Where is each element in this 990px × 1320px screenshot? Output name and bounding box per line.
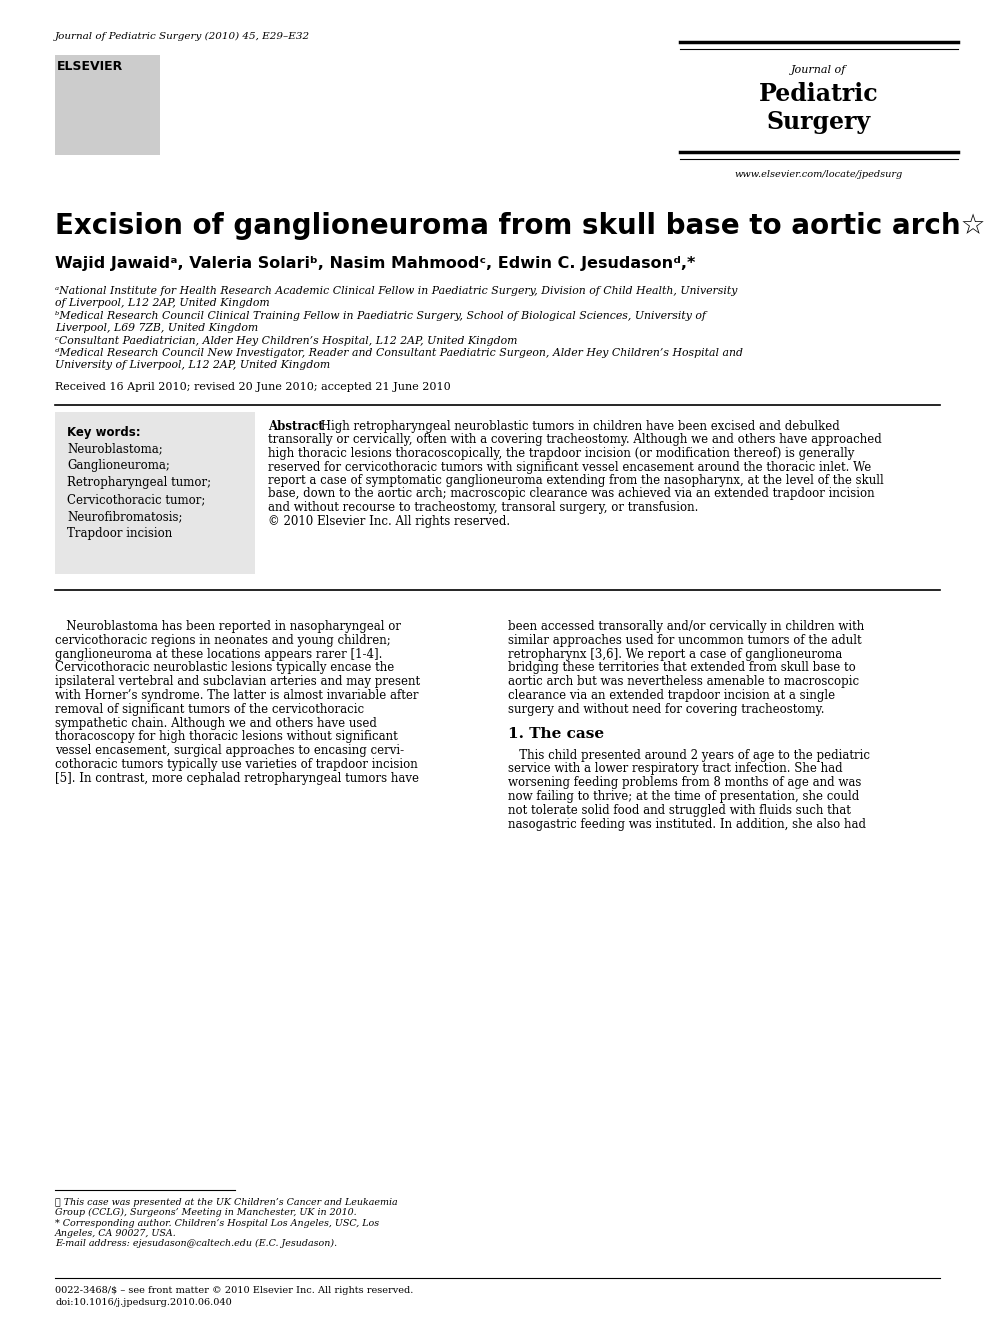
Text: Journal of Pediatric Surgery (2010) 45, E29–E32: Journal of Pediatric Surgery (2010) 45, …: [55, 32, 310, 41]
Text: © 2010 Elsevier Inc. All rights reserved.: © 2010 Elsevier Inc. All rights reserved…: [268, 515, 510, 528]
Text: [5]. In contrast, more cephalad retropharyngeal tumors have: [5]. In contrast, more cephalad retropha…: [55, 772, 419, 785]
Text: ELSEVIER: ELSEVIER: [57, 59, 123, 73]
Text: E-mail address: ejesudason@caltech.edu (E.C. Jesudason).: E-mail address: ejesudason@caltech.edu (…: [55, 1239, 338, 1249]
Text: 1. The case: 1. The case: [508, 726, 604, 741]
Text: ᶜConsultant Paediatrician, Alder Hey Children’s Hospital, L12 2AP, United Kingdo: ᶜConsultant Paediatrician, Alder Hey Chi…: [55, 337, 518, 346]
Text: ᵇMedical Research Council Clinical Training Fellow in Paediatric Surgery, School: ᵇMedical Research Council Clinical Train…: [55, 312, 706, 321]
Text: similar approaches used for uncommon tumors of the adult: similar approaches used for uncommon tum…: [508, 634, 861, 647]
Text: Abstract: Abstract: [268, 420, 324, 433]
Text: doi:10.1016/j.jpedsurg.2010.06.040: doi:10.1016/j.jpedsurg.2010.06.040: [55, 1298, 232, 1307]
Text: reserved for cervicothoracic tumors with significant vessel encasement around th: reserved for cervicothoracic tumors with…: [268, 461, 871, 474]
Text: Key words:: Key words:: [67, 426, 141, 440]
Text: base, down to the aortic arch; macroscopic clearance was achieved via an extende: base, down to the aortic arch; macroscop…: [268, 487, 874, 500]
Text: clearance via an extended trapdoor incision at a single: clearance via an extended trapdoor incis…: [508, 689, 836, 702]
Text: ipsilateral vertebral and subclavian arteries and may present: ipsilateral vertebral and subclavian art…: [55, 676, 420, 688]
Text: Cervicothoracic tumor;: Cervicothoracic tumor;: [67, 492, 205, 506]
Text: bridging these territories that extended from skull base to: bridging these territories that extended…: [508, 661, 855, 675]
Text: worsening feeding problems from 8 months of age and was: worsening feeding problems from 8 months…: [508, 776, 861, 789]
Text: removal of significant tumors of the cervicothoracic: removal of significant tumors of the cer…: [55, 702, 364, 715]
Text: Group (CCLG), Surgeons’ Meeting in Manchester, UK in 2010.: Group (CCLG), Surgeons’ Meeting in Manch…: [55, 1208, 356, 1217]
Text: This child presented around 2 years of age to the pediatric: This child presented around 2 years of a…: [508, 748, 870, 762]
FancyBboxPatch shape: [55, 55, 160, 154]
Text: retropharynx [3,6]. We report a case of ganglioneuroma: retropharynx [3,6]. We report a case of …: [508, 648, 842, 660]
Text: Neuroblastoma;: Neuroblastoma;: [67, 442, 162, 455]
Text: not tolerate solid food and struggled with fluids such that: not tolerate solid food and struggled wi…: [508, 804, 850, 817]
Text: ganglioneuroma at these locations appears rarer [1-4].: ganglioneuroma at these locations appear…: [55, 648, 382, 660]
Text: Ganglioneuroma;: Ganglioneuroma;: [67, 459, 170, 473]
Text: ᵈMedical Research Council New Investigator, Reader and Consultant Paediatric Sur: ᵈMedical Research Council New Investigat…: [55, 348, 743, 358]
Text: Cervicothoracic neuroblastic lesions typically encase the: Cervicothoracic neuroblastic lesions typ…: [55, 661, 394, 675]
Text: report a case of symptomatic ganglioneuroma extending from the nasopharynx, at t: report a case of symptomatic ganglioneur…: [268, 474, 884, 487]
Text: Received 16 April 2010; revised 20 June 2010; accepted 21 June 2010: Received 16 April 2010; revised 20 June …: [55, 381, 450, 392]
Text: service with a lower respiratory tract infection. She had: service with a lower respiratory tract i…: [508, 763, 842, 775]
Text: vessel encasement, surgical approaches to encasing cervi-: vessel encasement, surgical approaches t…: [55, 744, 404, 758]
Text: Angeles, CA 90027, USA.: Angeles, CA 90027, USA.: [55, 1229, 177, 1238]
Text: Pediatric: Pediatric: [759, 82, 879, 106]
Text: ᵃNational Institute for Health Research Academic Clinical Fellow in Paediatric S: ᵃNational Institute for Health Research …: [55, 286, 738, 296]
Text: Journal of: Journal of: [791, 65, 846, 75]
Text: nasogastric feeding was instituted. In addition, she also had: nasogastric feeding was instituted. In a…: [508, 817, 866, 830]
Text: Neurofibromatosis;: Neurofibromatosis;: [67, 510, 182, 523]
Text: and without recourse to tracheostomy, transoral surgery, or transfusion.: and without recourse to tracheostomy, tr…: [268, 502, 698, 513]
Text: Neuroblastoma has been reported in nasopharyngeal or: Neuroblastoma has been reported in nasop…: [55, 620, 401, 634]
Text: * Corresponding author. Children’s Hospital Los Angeles, USC, Los: * Corresponding author. Children’s Hospi…: [55, 1218, 379, 1228]
Text: Retropharyngeal tumor;: Retropharyngeal tumor;: [67, 477, 211, 488]
Text: surgery and without need for covering tracheostomy.: surgery and without need for covering tr…: [508, 702, 825, 715]
Text: with Horner’s syndrome. The latter is almost invariable after: with Horner’s syndrome. The latter is al…: [55, 689, 419, 702]
Text: Wajid Jawaidᵃ, Valeria Solariᵇ, Nasim Mahmoodᶜ, Edwin C. Jesudasonᵈ,*: Wajid Jawaidᵃ, Valeria Solariᵇ, Nasim Ma…: [55, 256, 695, 271]
Text: High retropharyngeal neuroblastic tumors in children have been excised and debul: High retropharyngeal neuroblastic tumors…: [317, 420, 840, 433]
Text: sympathetic chain. Although we and others have used: sympathetic chain. Although we and other…: [55, 717, 377, 730]
Text: now failing to thrive; at the time of presentation, she could: now failing to thrive; at the time of pr…: [508, 789, 859, 803]
Text: cothoracic tumors typically use varieties of trapdoor incision: cothoracic tumors typically use varietie…: [55, 758, 418, 771]
Text: aortic arch but was nevertheless amenable to macroscopic: aortic arch but was nevertheless amenabl…: [508, 676, 859, 688]
Text: Surgery: Surgery: [767, 110, 871, 135]
Text: been accessed transorally and/or cervically in children with: been accessed transorally and/or cervica…: [508, 620, 864, 634]
Text: Trapdoor incision: Trapdoor incision: [67, 527, 172, 540]
Text: transorally or cervically, often with a covering tracheostomy. Although we and o: transorally or cervically, often with a …: [268, 433, 882, 446]
Text: Excision of ganglioneuroma from skull base to aortic arch☆: Excision of ganglioneuroma from skull ba…: [55, 213, 985, 240]
FancyBboxPatch shape: [55, 412, 255, 574]
Text: ☆ This case was presented at the UK Children’s Cancer and Leukaemia: ☆ This case was presented at the UK Chil…: [55, 1199, 398, 1206]
Text: of Liverpool, L12 2AP, United Kingdom: of Liverpool, L12 2AP, United Kingdom: [55, 298, 269, 308]
Text: high thoracic lesions thoracoscopically, the trapdoor incision (or modification : high thoracic lesions thoracoscopically,…: [268, 447, 854, 459]
Text: University of Liverpool, L12 2AP, United Kingdom: University of Liverpool, L12 2AP, United…: [55, 360, 331, 370]
Text: cervicothoracic regions in neonates and young children;: cervicothoracic regions in neonates and …: [55, 634, 391, 647]
Text: thoracoscopy for high thoracic lesions without significant: thoracoscopy for high thoracic lesions w…: [55, 730, 398, 743]
Text: www.elsevier.com/locate/jpedsurg: www.elsevier.com/locate/jpedsurg: [735, 170, 903, 180]
Text: 0022-3468/$ – see front matter © 2010 Elsevier Inc. All rights reserved.: 0022-3468/$ – see front matter © 2010 El…: [55, 1286, 414, 1295]
Text: Liverpool, L69 7ZB, United Kingdom: Liverpool, L69 7ZB, United Kingdom: [55, 323, 258, 333]
